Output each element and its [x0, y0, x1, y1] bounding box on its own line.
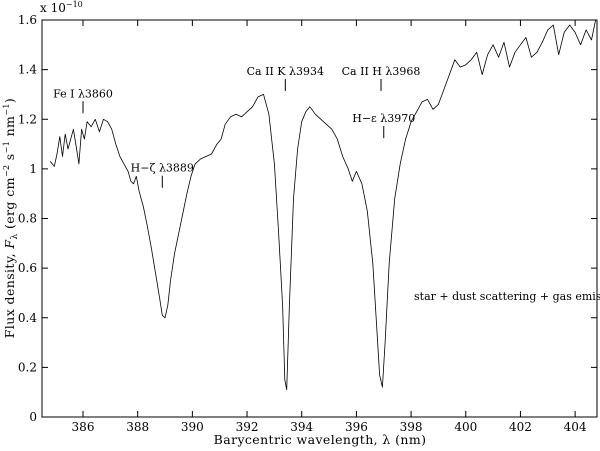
inset-text: star + dust scattering + gas emission [414, 290, 600, 303]
y-tick-label: 1 [29, 162, 37, 176]
annotation-label: Fe I λ3860 [53, 87, 113, 100]
y-tick-label: 0.8 [18, 212, 37, 226]
y-multiplier: x 10−10 [40, 0, 83, 15]
y-multiplier-exponent: −10 [66, 0, 83, 9]
spectrum-line [49, 19, 596, 391]
annotation-label: Ca II H λ3968 [342, 65, 421, 78]
x-tick-label: 394 [290, 420, 313, 434]
y-axis-title: Flux density, Fλ (erg cm−2 s−1 nm−1) [2, 98, 20, 338]
x-tick-label: 386 [72, 420, 95, 434]
line-annotations: Fe I λ3860 H−ζ λ3889 Ca II K λ3934 Ca II H … [53, 65, 420, 188]
y-tick-label: 0.6 [18, 261, 37, 275]
x-tick-label: 392 [236, 420, 259, 434]
annotation-label: Ca II K λ3934 [247, 65, 324, 78]
y-tick-label: 0 [29, 410, 37, 424]
y-tick-label: 0.4 [18, 311, 37, 325]
plot-frame [41, 19, 598, 418]
axis-ticks [42, 19, 597, 418]
x-tick-label: 396 [345, 420, 368, 434]
x-axis-title: Barycentric wavelength, λ (nm) [214, 432, 427, 447]
y-tick-label: 0.2 [18, 360, 37, 374]
annotation-label: H−ζ λ3889 [131, 162, 194, 175]
annotation-label: H−ε λ3970 [352, 112, 415, 125]
x-tick-label: 388 [126, 420, 149, 434]
x-tick-label: 390 [181, 420, 204, 434]
y-multiplier-base: x 10 [40, 1, 66, 15]
axis-tick-labels: 386 388 390 392 394 396 398 400 402 404 0 0.2 0.4 0.6… [18, 13, 587, 434]
x-tick-label: 398 [400, 420, 423, 434]
x-tick-label: 402 [509, 420, 532, 434]
x-tick-label: 404 [564, 420, 587, 434]
y-tick-label: 1.4 [18, 63, 37, 77]
y-tick-label: 1.2 [18, 112, 37, 126]
x-tick-label: 400 [454, 420, 477, 434]
y-tick-label: 1.6 [18, 13, 37, 27]
